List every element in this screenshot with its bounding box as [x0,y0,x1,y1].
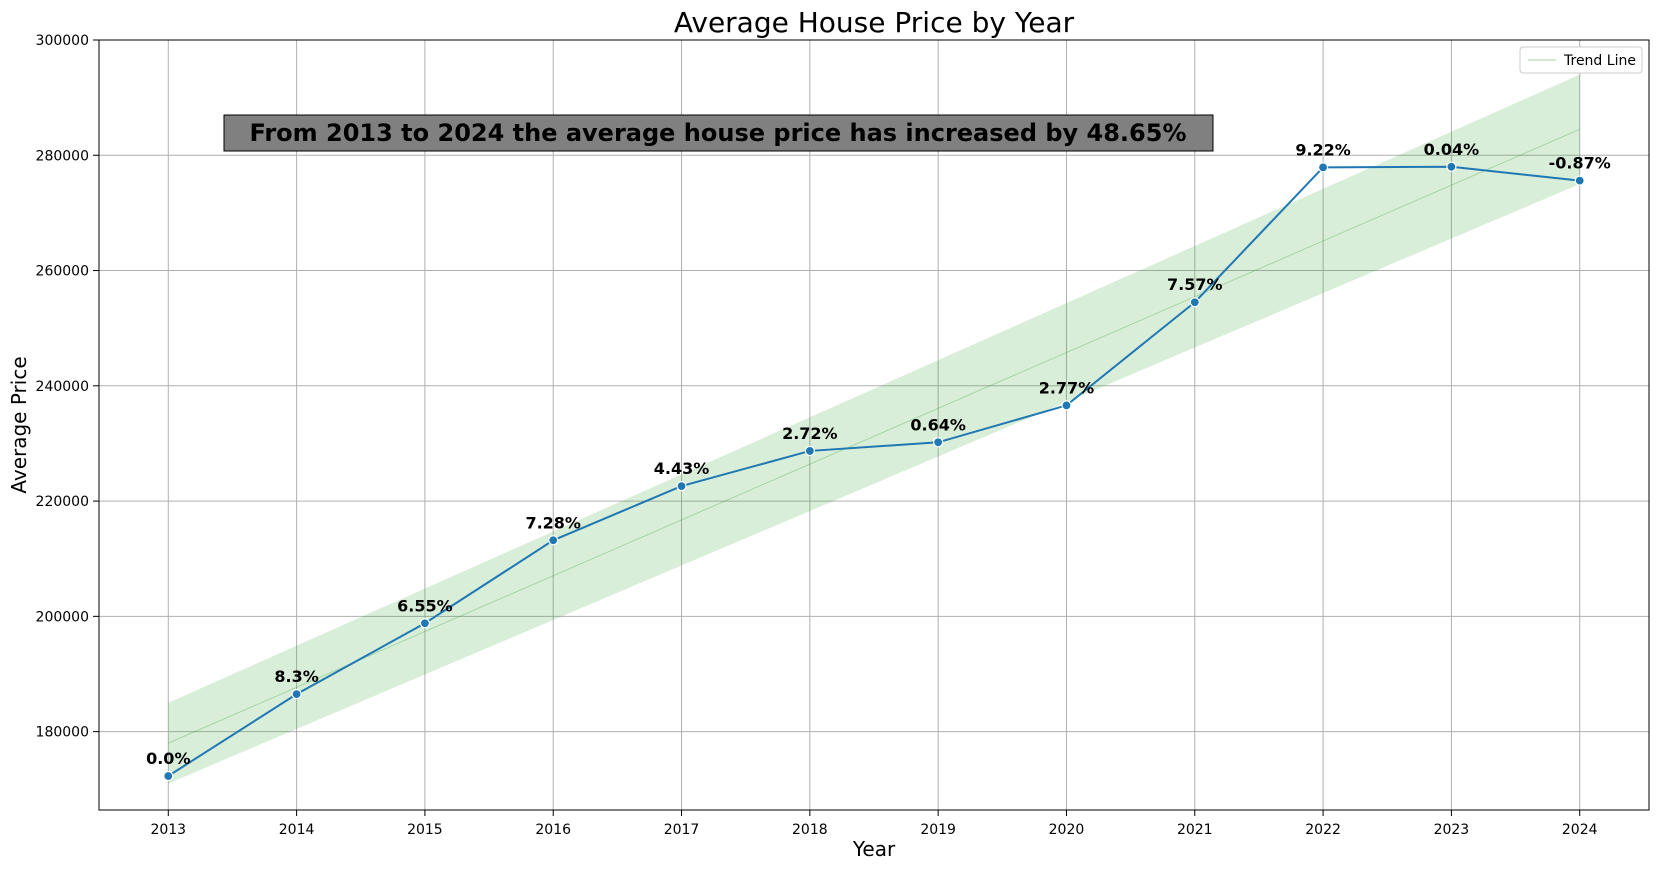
legend-box [1519,46,1643,74]
point-label: 0.0% [146,749,190,768]
annotation-box [223,114,1214,152]
legend: Trend Line [1519,46,1643,74]
y-tick-label: 280000 [36,148,89,164]
point-label: 4.43% [654,459,710,478]
data-points [163,161,1585,782]
y-tick-label: 200000 [36,609,89,625]
data-point [1446,161,1457,172]
point-label: 9.22% [1295,140,1351,159]
trend-confidence-band [168,74,1580,784]
series-line-layer [167,165,1580,777]
data-point [1317,162,1329,173]
data-point [1061,400,1072,411]
y-axis-label: Average Price [7,356,31,493]
data-point [548,535,559,546]
trend-band [168,74,1580,784]
y-tick-label: 220000 [36,494,89,510]
x-tick-label: 2015 [407,822,443,838]
x-tick-label: 2024 [1562,822,1598,838]
y-tick-label: 300000 [36,33,89,49]
data-point [676,480,687,492]
point-labels: 0.0% 8.3% 6.55% 7.28% 4.43% 2.72% 0.64% 2.77% 7.… [146,140,1611,768]
y-tick-label: 260000 [36,264,89,280]
point-label: 7.28% [525,513,581,532]
x-tick-label: 2018 [792,822,828,838]
grid-lines [99,39,1649,810]
point-label: 6.55% [397,596,453,615]
data-point [804,445,815,457]
point-label: 8.3% [274,667,318,686]
x-tick-label: 2019 [920,822,956,838]
point-label: -0.87% [1549,154,1611,173]
data-point [291,689,302,700]
point-label: 2.77% [1039,378,1095,397]
trend-line-layer [168,128,1580,744]
annotation-text: From 2013 to 2024 the average house pric… [249,119,1186,147]
point-label: 2.72% [782,424,838,443]
plot-frame [98,39,1650,811]
chart-title: Average House Price by Year [674,6,1075,39]
x-tick-label: 2016 [535,822,571,838]
x-axis-label: Year [852,837,896,861]
data-point [933,437,944,448]
x-tick-label: 2021 [1177,822,1213,838]
data-point [163,770,174,782]
y-tick-label: 240000 [36,379,89,395]
x-tick-label: 2017 [664,822,700,838]
data-point [419,618,431,629]
point-label: 0.04% [1424,140,1480,159]
legend-label-trend-line: Trend Line [1563,53,1636,69]
x-tick-label: 2022 [1305,822,1341,838]
x-tick-label: 2023 [1434,822,1470,838]
point-label: 0.64% [910,415,966,434]
y-tick-label: 180000 [36,725,89,741]
x-axis-ticks: 2013 2014 2015 2016 2017 2018 2019 2020 2021 2022… [150,810,1598,838]
x-tick-label: 2020 [1049,822,1085,838]
x-tick-label: 2013 [150,822,186,838]
plot-area [99,40,1649,810]
trend-line [168,128,1580,744]
y-axis-ticks: 180000 200000 220000 240000 260000 280000 3000… [36,33,99,741]
data-point [1189,297,1200,308]
data-point [1574,175,1585,186]
point-label: 7.57% [1167,275,1223,294]
x-tick-label: 2014 [279,822,315,838]
series-line [167,165,1580,777]
summary-annotation: From 2013 to 2024 the average house pric… [223,114,1214,152]
